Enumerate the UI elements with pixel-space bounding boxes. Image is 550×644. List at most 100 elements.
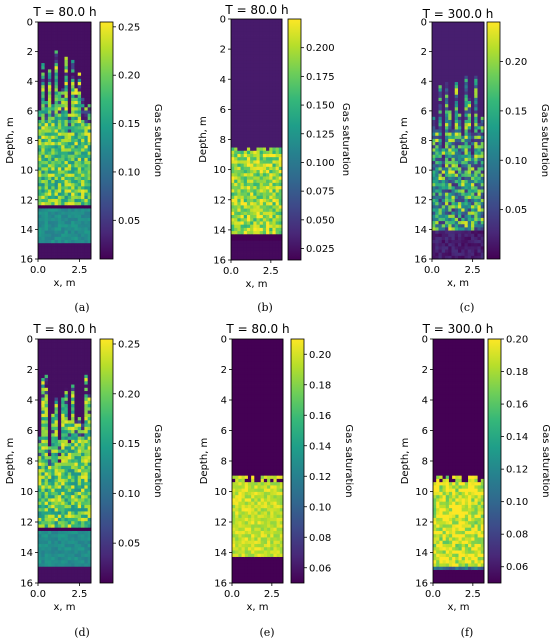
heatmap-cell xyxy=(54,579,59,584)
heatmap-cell xyxy=(64,381,69,385)
heatmap-cell xyxy=(451,101,456,105)
heatmap-cell xyxy=(480,255,485,260)
heatmap-cell xyxy=(474,249,478,254)
heatmap-cell xyxy=(54,75,59,80)
heatmap-cell xyxy=(272,118,277,123)
heatmap-cell xyxy=(435,116,439,121)
heatmap-cell xyxy=(262,41,267,46)
heatmap-cell xyxy=(272,115,277,120)
heatmap-cell xyxy=(84,381,89,385)
heatmap-cell xyxy=(467,224,472,228)
heatmap-cell xyxy=(61,192,65,197)
heatmap-cell xyxy=(262,121,267,126)
heatmap-cell xyxy=(250,105,254,110)
heatmap-cells xyxy=(38,339,92,584)
heatmap-cell xyxy=(54,374,59,379)
heatmap-cell xyxy=(54,195,59,200)
heatmap-cell xyxy=(51,400,55,405)
heatmap-cell xyxy=(64,459,69,464)
heatmap-cell xyxy=(77,423,82,428)
heatmap-cell xyxy=(232,394,236,398)
heatmap-cell xyxy=(438,28,443,32)
heatmap-cell xyxy=(87,167,92,171)
heatmap-cell xyxy=(64,195,69,200)
heatmap-cell xyxy=(67,66,72,70)
heatmap-cell xyxy=(234,250,238,254)
heatmap-cell xyxy=(243,163,248,168)
heatmap-cell xyxy=(74,410,79,415)
heatmap-cell xyxy=(474,132,478,137)
heatmap-cell xyxy=(54,449,59,454)
heatmap-cell xyxy=(250,224,254,229)
heatmap-cell xyxy=(461,252,465,257)
heatmap-cell xyxy=(54,472,59,477)
heatmap-cell xyxy=(74,104,79,108)
heatmap-cell xyxy=(47,211,52,216)
heatmap-cell xyxy=(64,517,69,522)
heatmap-cell xyxy=(256,28,261,33)
heatmap-cell xyxy=(262,22,267,26)
heatmap-cell xyxy=(47,394,52,398)
heatmap-cell xyxy=(54,410,59,415)
heatmap-cell xyxy=(38,129,42,133)
heatmap-cell xyxy=(64,123,69,127)
heatmap-cell xyxy=(81,404,85,408)
heatmap-cell xyxy=(67,246,72,250)
heatmap-cell xyxy=(243,44,248,49)
heatmap-cell xyxy=(67,446,72,451)
colorbar-tick-label: 0.200 xyxy=(306,43,335,54)
heatmap-cell xyxy=(441,217,446,222)
heatmap-cell xyxy=(435,44,439,48)
heatmap-cell xyxy=(256,189,261,193)
heatmap-cell xyxy=(87,521,92,525)
heatmap-cell xyxy=(44,138,49,143)
heatmap-cell xyxy=(61,230,65,235)
heatmap-cell xyxy=(461,230,465,235)
heatmap-cell xyxy=(44,550,49,555)
heatmap-cell xyxy=(77,47,82,51)
heatmap-cell xyxy=(253,250,257,254)
heatmap-cell xyxy=(278,256,283,261)
heatmap-cell xyxy=(87,475,92,480)
heatmap-cell xyxy=(61,164,65,168)
heatmap-cell xyxy=(243,247,248,251)
heatmap-cell xyxy=(441,135,446,140)
heatmap-cell xyxy=(477,132,482,137)
heatmap-cell xyxy=(246,41,251,46)
heatmap-cell xyxy=(77,22,82,26)
heatmap-cell xyxy=(57,205,62,209)
heatmap-cell xyxy=(38,205,42,209)
heatmap-cell xyxy=(240,105,245,110)
heatmap-cell xyxy=(44,420,49,424)
heatmap-cell xyxy=(44,82,49,86)
heatmap-cell xyxy=(458,205,462,209)
heatmap-cell xyxy=(77,446,82,451)
heatmap-cell xyxy=(240,112,245,116)
heatmap-cell xyxy=(87,426,92,431)
heatmap-cell xyxy=(474,189,478,194)
heatmap-cell xyxy=(441,198,446,203)
heatmap-cell xyxy=(67,569,72,574)
heatmap-cell xyxy=(246,19,251,23)
heatmap-cell xyxy=(243,166,248,171)
heatmap-cell xyxy=(67,452,72,457)
heatmap-cell xyxy=(243,240,248,245)
heatmap-cell xyxy=(67,566,72,571)
heatmap-cell xyxy=(477,170,482,175)
heatmap-cell xyxy=(84,208,89,212)
heatmap-cell xyxy=(87,227,92,231)
heatmap-cell xyxy=(432,192,436,197)
heatmap-cell xyxy=(445,44,449,48)
heatmap-cell xyxy=(253,253,257,258)
heatmap-cell xyxy=(47,465,52,470)
heatmap-cell xyxy=(232,361,236,366)
heatmap-cell xyxy=(266,51,270,55)
heatmap-cell xyxy=(64,53,69,58)
heatmap-cell xyxy=(448,173,452,178)
heatmap-cell xyxy=(77,534,82,538)
heatmap-cell xyxy=(243,208,248,213)
heatmap-cell xyxy=(464,170,469,175)
heatmap-cell xyxy=(266,243,270,248)
heatmap-cell xyxy=(81,452,85,457)
heatmap-cell xyxy=(272,44,277,49)
